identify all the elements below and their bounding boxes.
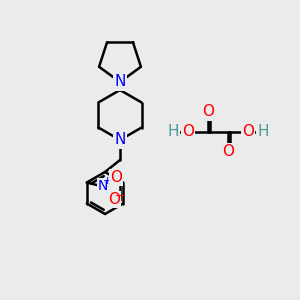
Text: H: H [167, 124, 179, 140]
Text: O: O [110, 170, 122, 185]
Text: O: O [222, 145, 234, 160]
Text: O: O [108, 192, 120, 207]
Text: N: N [98, 179, 108, 194]
Text: H: H [257, 124, 269, 140]
Text: −: − [115, 190, 125, 203]
Text: O: O [202, 104, 214, 119]
Text: O: O [182, 124, 194, 140]
Text: +: + [103, 176, 112, 187]
Text: O: O [242, 124, 254, 140]
Text: N: N [114, 133, 126, 148]
Text: N: N [114, 74, 126, 89]
